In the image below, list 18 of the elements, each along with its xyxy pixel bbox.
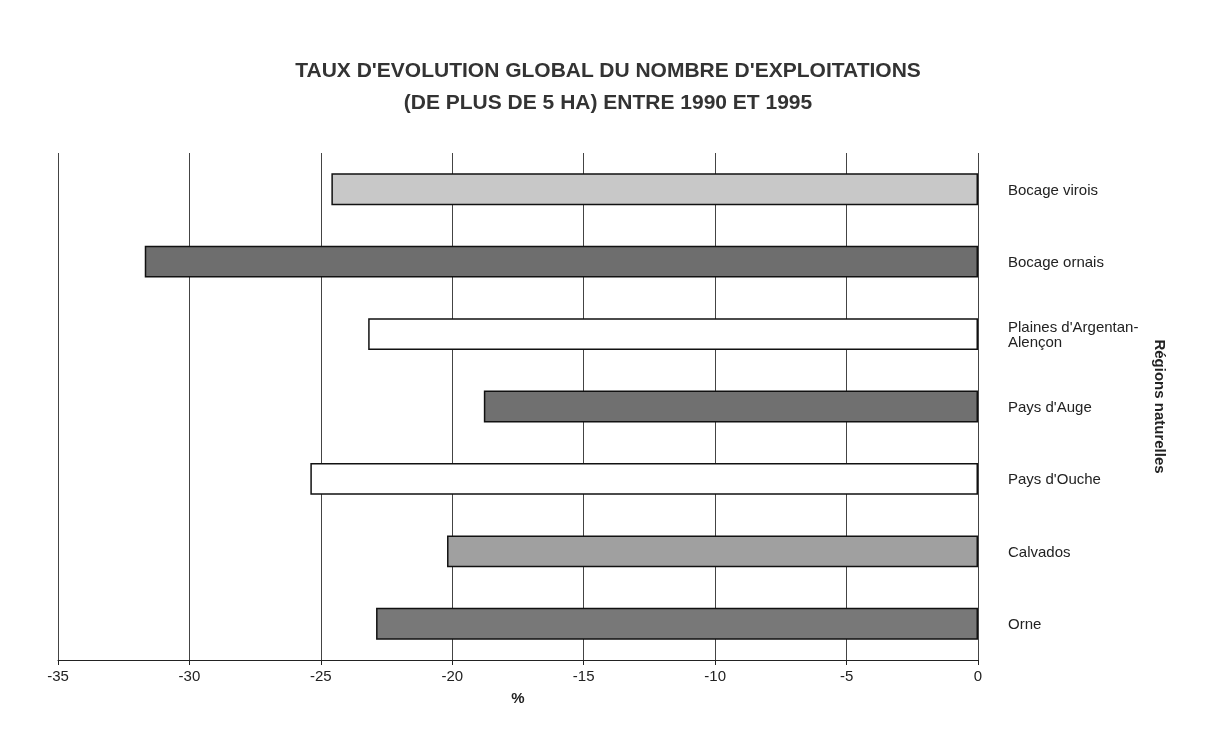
y-axis-title: Régions naturelles bbox=[1152, 339, 1169, 474]
x-axis-title: % bbox=[511, 689, 525, 706]
x-tick-label: -35 bbox=[47, 667, 69, 684]
x-tick-label: -5 bbox=[839, 667, 854, 684]
chart-title: TAUX D'EVOLUTION GLOBAL DU NOMBRE D'EXPLOITATIONS (DE PLUS DE 5 HA) ENTRE 1990 ET 1995 bbox=[295, 57, 921, 113]
y-tick-label: Pays d'Ouche bbox=[1008, 470, 1101, 488]
y-tick-label: Calvados bbox=[1008, 542, 1071, 560]
x-tick-label: -15 bbox=[572, 667, 595, 684]
x-tick-label: 0 bbox=[973, 667, 983, 684]
x-tick-label: -30 bbox=[178, 667, 201, 684]
y-tick-label: Pays d'Auge bbox=[1008, 398, 1092, 415]
y-tick-label: Bocage ornais bbox=[1008, 253, 1104, 271]
y-tick-label: Orne bbox=[1008, 615, 1042, 633]
y-tick-label: Plaines d'Argentan-Alençon bbox=[1008, 318, 1139, 351]
x-tick-label: -10 bbox=[704, 667, 726, 684]
y-tick-label: Bocage virois bbox=[1008, 180, 1099, 198]
x-tick-label: -20 bbox=[441, 667, 464, 684]
x-tick-label: -25 bbox=[310, 667, 332, 684]
